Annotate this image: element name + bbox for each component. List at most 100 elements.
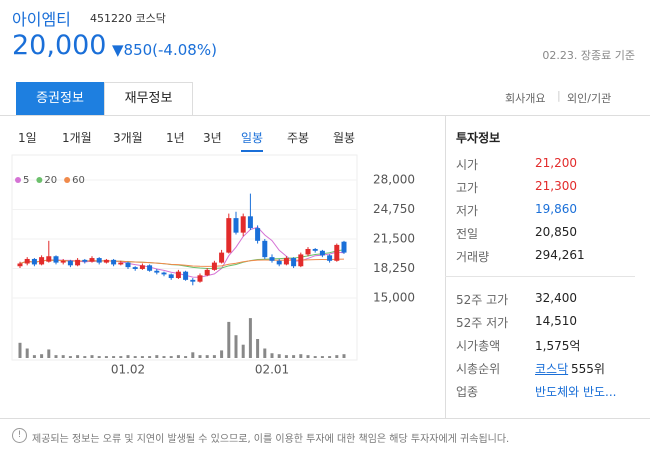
volume-bar xyxy=(320,356,324,358)
price: 20,000 xyxy=(12,30,107,61)
candle-body xyxy=(226,218,232,253)
period-tab[interactable]: 1개월 xyxy=(62,131,92,145)
volume-bar xyxy=(263,348,267,358)
y-tick-label: 18,250 xyxy=(373,261,415,275)
volume-bar xyxy=(220,350,224,358)
info-label: 거래량 xyxy=(456,250,490,264)
volume-bar xyxy=(119,356,123,358)
candle-body xyxy=(82,259,88,262)
volume-bar xyxy=(68,356,72,358)
candle-body xyxy=(240,216,246,233)
candle-body xyxy=(247,216,253,229)
volume-bar xyxy=(248,318,252,358)
info-value: 1,575억 xyxy=(535,339,581,353)
stock-name[interactable]: 아이엠티 xyxy=(12,10,71,29)
candle-body xyxy=(96,258,102,263)
info-link[interactable]: 반도체와 반도... xyxy=(535,385,617,399)
candle-body xyxy=(147,265,153,271)
volume-bar xyxy=(176,355,180,358)
volume-bar xyxy=(148,356,152,358)
candle-body xyxy=(255,228,261,241)
tab[interactable]: 재무정보 xyxy=(104,82,193,115)
info-label: 전일 xyxy=(456,227,479,241)
candle-body xyxy=(334,244,340,261)
period-tab[interactable]: 3개월 xyxy=(113,131,143,145)
volume-bar xyxy=(40,354,44,358)
candle-body xyxy=(175,271,181,279)
link[interactable]: 회사개요 xyxy=(505,92,546,105)
candle-body xyxy=(139,265,145,269)
legend-label: 60 xyxy=(72,175,85,186)
volume-bar xyxy=(97,356,101,358)
candle-body xyxy=(298,254,304,267)
period-tab[interactable]: 월봉 xyxy=(333,131,356,145)
period-tab[interactable]: 3년 xyxy=(203,131,222,145)
candle-body xyxy=(168,274,174,279)
candle-body xyxy=(312,248,318,251)
volume-bar xyxy=(277,354,281,358)
info-label: 시가총액 xyxy=(456,339,501,353)
volume-bar xyxy=(25,348,29,358)
candle-body xyxy=(67,260,73,266)
candle-body xyxy=(262,240,268,258)
candle-body xyxy=(305,248,311,255)
volume-bar xyxy=(112,356,116,358)
volume-bar xyxy=(32,355,36,358)
candle-body xyxy=(319,250,325,256)
volume-bar xyxy=(234,335,238,358)
candle-body xyxy=(53,256,59,263)
candle-body xyxy=(111,259,117,265)
y-tick-label: 21,500 xyxy=(373,232,415,246)
volume-bar xyxy=(270,353,274,358)
candle-body xyxy=(233,218,239,233)
legend-label: 20 xyxy=(44,175,57,186)
candle-body xyxy=(327,255,333,261)
info-link[interactable]: 코스닥 xyxy=(535,362,569,376)
y-tick-label: 28,000 xyxy=(373,173,415,187)
info-value: 21,300 xyxy=(535,179,577,193)
volume-bar xyxy=(198,355,202,358)
x-tick-label: 02.01 xyxy=(255,363,289,377)
plot-frame xyxy=(11,154,358,361)
separator: | xyxy=(557,89,561,102)
candle-body xyxy=(183,271,189,280)
candle-body xyxy=(341,241,347,253)
candle-body xyxy=(103,259,109,263)
info-icon: ! xyxy=(12,428,27,443)
moving-average xyxy=(19,258,345,267)
x-tick-label: 01.02 xyxy=(111,363,145,377)
candle-body xyxy=(89,258,95,262)
volume-bar xyxy=(155,355,159,358)
legend-dot xyxy=(64,177,71,183)
candle-body xyxy=(161,272,167,275)
disclaimer: 제공되는 정보는 오류 및 지연이 발생될 수 있으므로, 이를 이용한 투자에… xyxy=(32,434,510,445)
volume-bar xyxy=(184,356,188,358)
y-tick-label: 24,750 xyxy=(373,202,415,216)
volume-bar xyxy=(306,355,310,358)
volume-bar xyxy=(292,355,296,358)
stock-code: 451220 코스닥 xyxy=(90,12,166,25)
candle-body xyxy=(269,257,275,261)
info-label: 52주 고가 xyxy=(456,293,509,307)
candle-body xyxy=(190,279,196,282)
link[interactable]: 외인/기관 xyxy=(567,92,612,105)
volume-bar xyxy=(212,355,216,358)
volume-bar xyxy=(162,356,166,358)
volume-bar xyxy=(313,356,317,358)
volume-bar xyxy=(299,354,303,358)
period-tab[interactable]: 1일 xyxy=(18,131,37,145)
volume-bar xyxy=(54,355,58,358)
candle-body xyxy=(75,259,81,266)
info-label: 고가 xyxy=(456,181,479,195)
candle-body xyxy=(154,270,160,273)
tab-selected[interactable]: 증권정보 xyxy=(16,82,104,115)
period-tab[interactable]: 일봉 xyxy=(241,129,264,152)
volume-bar xyxy=(241,344,245,358)
legend-dot xyxy=(36,177,43,183)
volume-bar xyxy=(76,355,80,358)
period-tab[interactable]: 주봉 xyxy=(287,131,310,145)
candle-body xyxy=(204,269,210,276)
period-tab[interactable]: 1년 xyxy=(166,131,185,145)
candle-body xyxy=(219,252,225,263)
